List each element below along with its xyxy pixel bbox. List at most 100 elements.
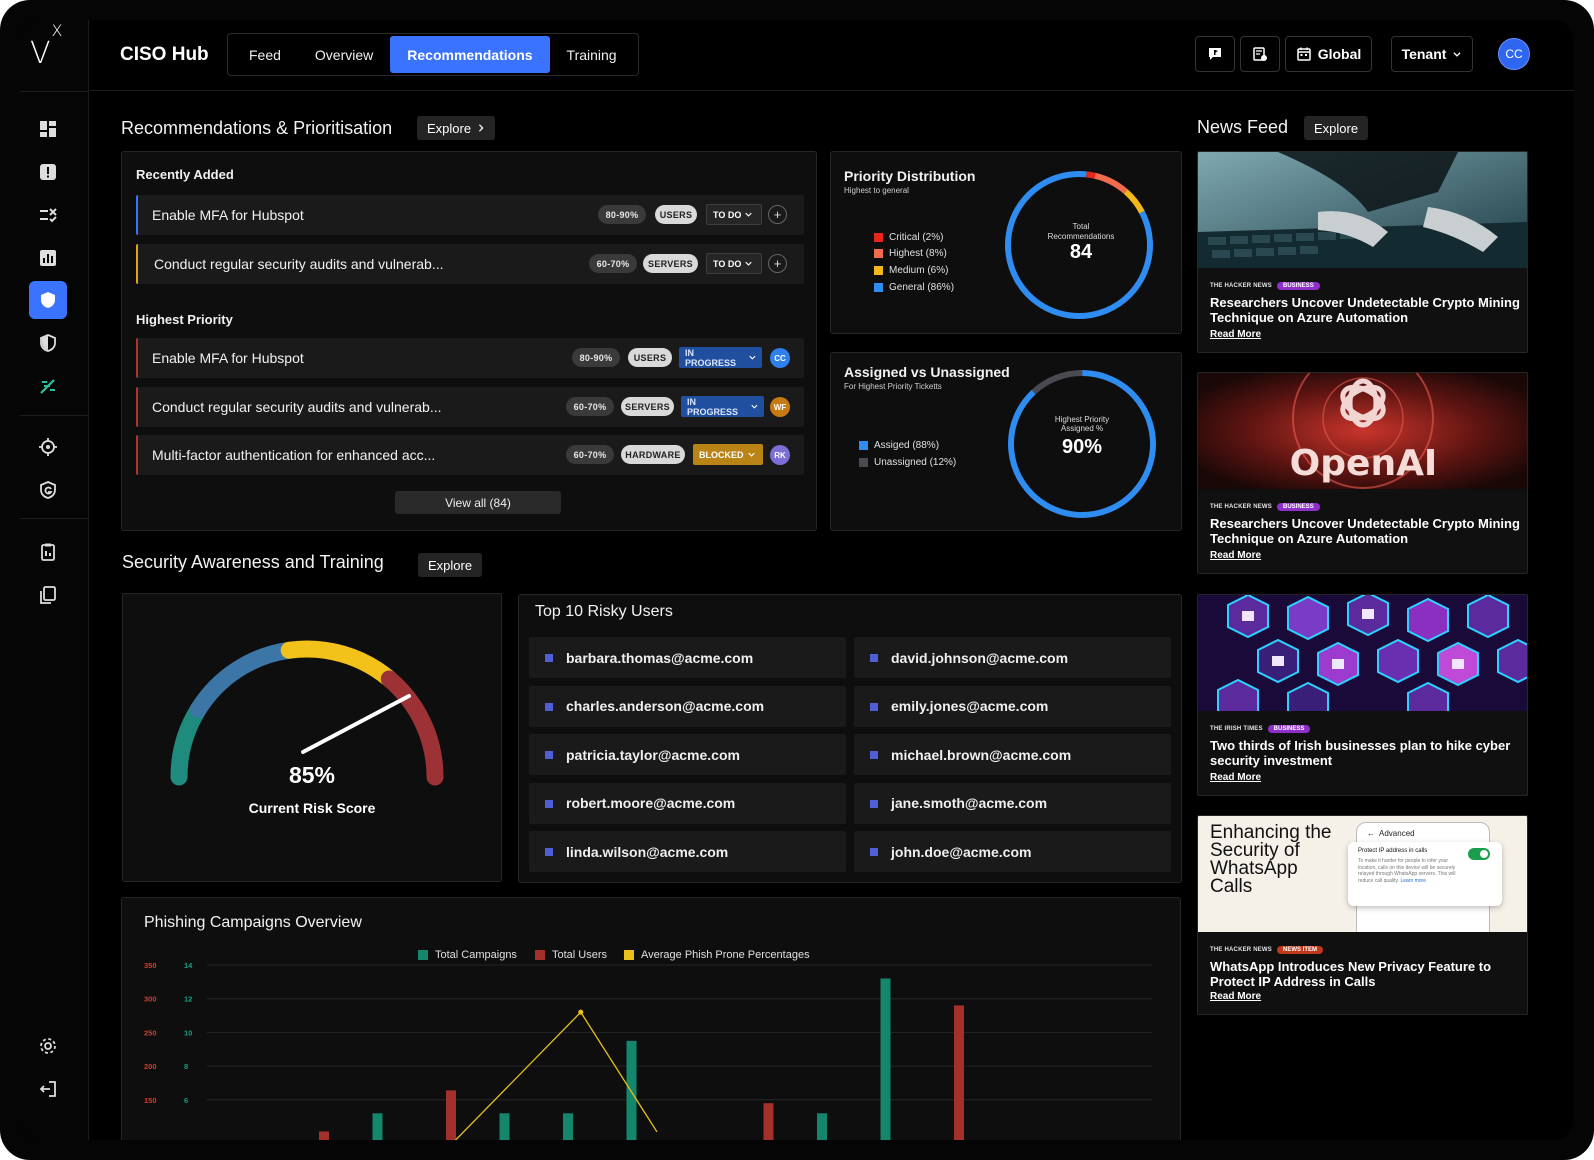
status-dropdown[interactable]: IN PROGRESS	[681, 396, 764, 417]
target-icon[interactable]	[29, 428, 67, 466]
status-dropdown[interactable]: BLOCKED	[693, 444, 763, 465]
y-left-tick: 200	[144, 1062, 157, 1071]
y-right-tick: 6	[184, 1096, 188, 1105]
read-more-link[interactable]: Read More	[1210, 772, 1262, 783]
news-image: Enhancing the Security of WhatsApp Calls…	[1198, 816, 1527, 932]
logout-icon[interactable]	[29, 1070, 67, 1108]
bullet-icon	[545, 848, 553, 856]
assignee-avatar[interactable]: CC	[770, 348, 790, 368]
risky-user-item[interactable]: jane.smoth@acme.com	[854, 782, 1171, 824]
read-more-link[interactable]: Read More	[1210, 991, 1262, 1002]
risky-user-item[interactable]: emily.jones@acme.com	[854, 685, 1171, 727]
legend-medium: Medium (6%)	[874, 265, 948, 276]
chevron-down-icon	[749, 355, 756, 360]
news-card[interactable]: OpenAI THE HACKER NEWS BUSINESS Research…	[1197, 372, 1528, 574]
assignee-avatar[interactable]: WF	[770, 397, 790, 417]
risky-user-item[interactable]: patricia.taylor@acme.com	[529, 734, 846, 775]
phishing-panel: Phishing Campaigns Overview Total Campai…	[121, 897, 1181, 1140]
priority-distribution-subtitle: Highest to general	[844, 186, 909, 195]
risky-user-item[interactable]: robert.moore@acme.com	[529, 782, 846, 824]
news-source: THE IRISH TIMES	[1210, 726, 1263, 732]
sidebar-divider	[20, 91, 89, 92]
status-dropdown[interactable]: TO DO	[706, 253, 762, 274]
training-explore-button[interactable]: Explore	[418, 553, 483, 577]
bullet-icon	[870, 654, 878, 662]
risky-user-item[interactable]: michael.brown@acme.com	[854, 734, 1171, 775]
bullet-icon	[870, 702, 878, 711]
news-feed-title: News Feed	[1197, 117, 1289, 137]
chevron-down-icon	[751, 404, 758, 409]
settings-icon[interactable]	[29, 1027, 67, 1065]
recommendation-row[interactable]: Conduct regular security audits and vuln…	[136, 244, 804, 284]
legend-assigned: Assiged (88%)	[859, 440, 939, 451]
copy-icon[interactable]	[29, 576, 67, 614]
read-more-link[interactable]: Read More	[1210, 550, 1262, 561]
tenant-dropdown[interactable]: Tenant	[1391, 36, 1473, 72]
view-all-button[interactable]: View all (84)	[395, 491, 561, 514]
legend-critical: Critical (2%)	[874, 232, 943, 243]
report-settings-button[interactable]	[1240, 36, 1280, 72]
risky-user-item[interactable]: barbara.thomas@acme.com	[529, 637, 846, 678]
security-shield-icon[interactable]	[29, 324, 67, 362]
category-badge: USERS	[628, 348, 672, 367]
risky-users-panel: Top 10 Risky Users barbara.thomas@acme.c…	[518, 594, 1182, 883]
range-badge: 80-90%	[572, 348, 620, 367]
recommendation-row[interactable]: Conduct regular security audits and vuln…	[136, 387, 804, 427]
donut-slice-3	[1005, 171, 1153, 319]
chevron-down-icon	[745, 261, 753, 266]
news-headline: Researchers Uncover Undetectable Crypto …	[1210, 516, 1520, 546]
scope-button[interactable]: Global	[1285, 36, 1372, 72]
add-assignee-button[interactable]: +	[768, 254, 787, 273]
shield-icon[interactable]	[29, 281, 67, 319]
news-card[interactable]: THE HACKER NEWS BUSINESS Researchers Unc…	[1197, 151, 1528, 353]
assignee-avatar[interactable]: RK	[770, 445, 790, 465]
y-left-tick: 150	[144, 1096, 157, 1105]
y-left-tick: 350	[144, 961, 157, 970]
recommendation-row[interactable]: Enable MFA for Hubspot 80-90% USERS TO D…	[136, 195, 804, 235]
donut-center-label: Total Recommendations	[1047, 222, 1115, 241]
recommendation-row[interactable]: Enable MFA for Hubspot 80-90% USERS IN P…	[136, 338, 804, 378]
tab-recommendations[interactable]: Recommendations	[390, 36, 550, 73]
news-card[interactable]: Enhancing the Security of WhatsApp Calls…	[1197, 815, 1528, 1015]
tab-training[interactable]: Training	[566, 46, 617, 63]
status-dropdown[interactable]: TO DO	[706, 204, 762, 225]
risky-user-item[interactable]: david.johnson@acme.com	[854, 637, 1171, 678]
risky-user-item[interactable]: john.doe@acme.com	[854, 831, 1171, 872]
bar-total-campaigns	[817, 1113, 827, 1140]
risky-user-item[interactable]: linda.wilson@acme.com	[529, 831, 846, 872]
bar-total-campaigns	[499, 1113, 510, 1140]
line-phish-prone	[454, 1011, 658, 1140]
recommendation-row[interactable]: Multi-factor authentication for enhanced…	[136, 435, 804, 475]
priority-distribution-panel: Priority Distribution Highest to general…	[830, 151, 1182, 334]
read-more-link[interactable]: Read More	[1210, 329, 1262, 340]
recommendations-explore-button[interactable]: Explore	[417, 116, 496, 140]
news-tag: BUSINESS	[1267, 725, 1311, 733]
tab-feed[interactable]: Feed	[249, 46, 281, 63]
feedback-button[interactable]	[1195, 36, 1235, 72]
risk-score-label: Current Risk Score	[248, 800, 376, 816]
assigned-donut-chart	[1008, 370, 1156, 518]
tasks-icon[interactable]	[29, 196, 67, 234]
user-avatar[interactable]: CC	[1498, 38, 1530, 70]
reports-icon[interactable]	[29, 239, 67, 277]
gauge-segment-2	[280, 640, 398, 688]
training-icon[interactable]	[29, 367, 67, 405]
add-assignee-button[interactable]: +	[768, 205, 787, 224]
range-badge: 80-90%	[598, 205, 646, 224]
donut-center-value: 84	[1069, 241, 1093, 263]
y-right-tick: 8	[184, 1062, 188, 1071]
tab-overview[interactable]: Overview	[314, 46, 374, 63]
dashboard-icon[interactable]	[29, 110, 67, 148]
bullet-icon	[870, 848, 878, 856]
calendar-icon	[1296, 47, 1311, 61]
guard-icon[interactable]	[29, 471, 67, 509]
chevron-down-icon	[747, 452, 755, 457]
donut-center-value: 90%	[1061, 436, 1103, 458]
news-explore-button[interactable]: Explore	[1304, 116, 1369, 140]
status-dropdown[interactable]: IN PROGRESS	[679, 347, 762, 368]
clipboard-icon[interactable]	[29, 533, 67, 571]
news-card[interactable]: THE IRISH TIMES BUSINESS Two thirds of I…	[1197, 594, 1528, 796]
alert-icon[interactable]	[29, 153, 67, 191]
app-logo[interactable]: VX	[30, 21, 63, 71]
risky-user-item[interactable]: charles.anderson@acme.com	[529, 685, 846, 727]
